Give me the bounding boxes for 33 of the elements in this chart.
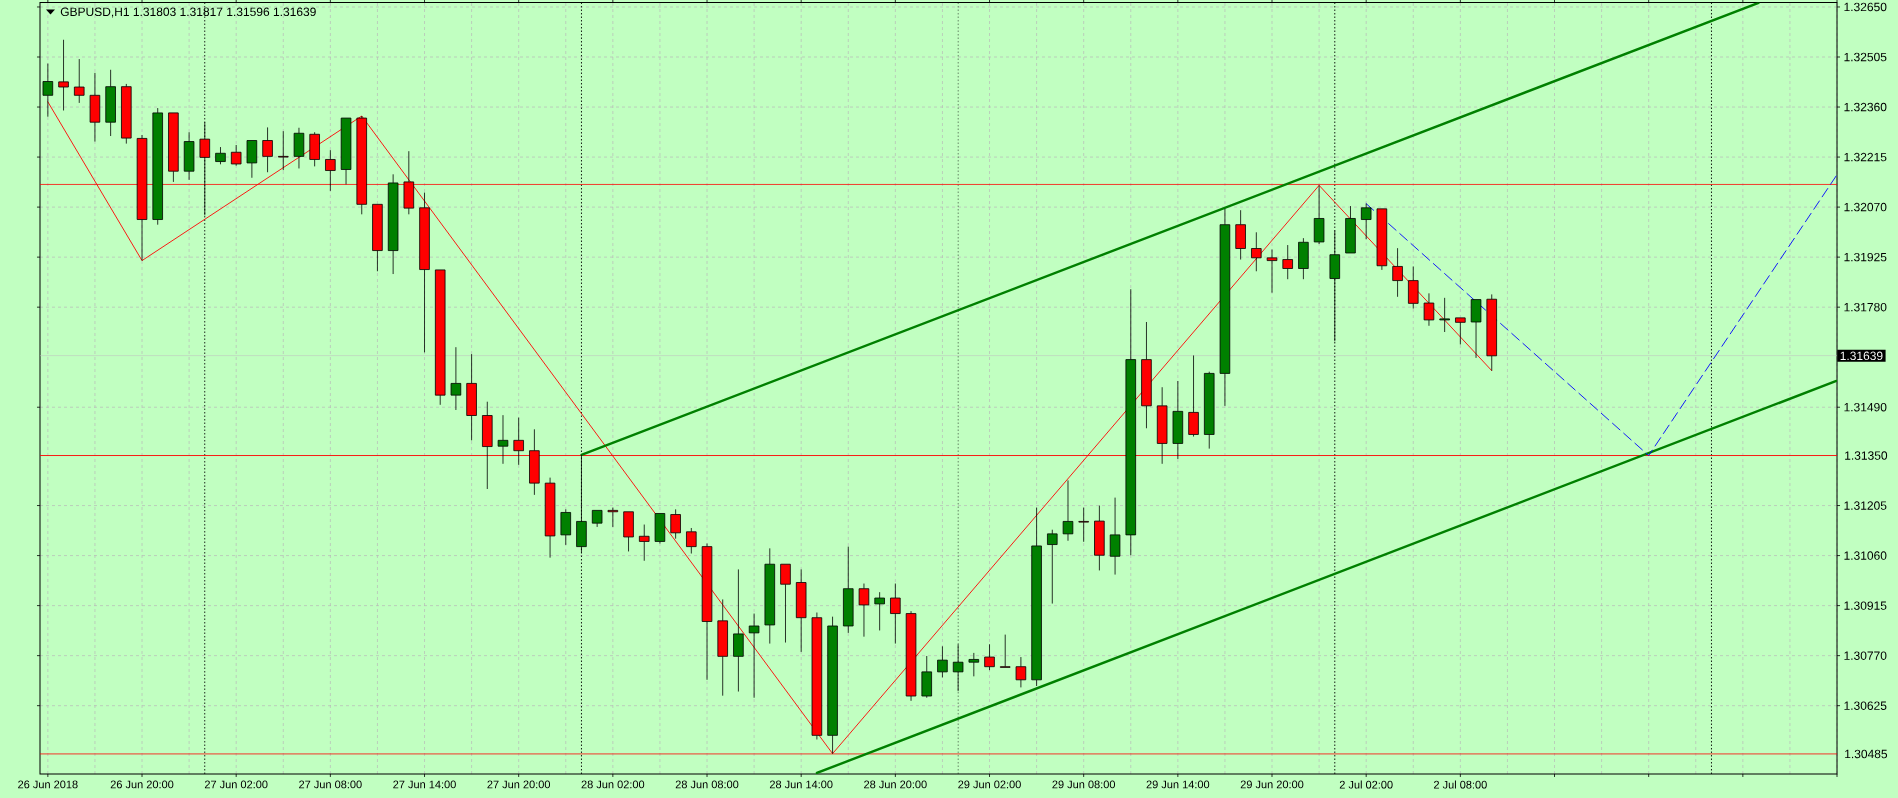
y-tick-label: 1.32650: [1844, 2, 1887, 12]
y-tick-label: 1.31060: [1844, 551, 1887, 560]
x-tick-label: 28 Jun 08:00: [675, 780, 739, 789]
ref-line-label: 1.31639: [1840, 351, 1883, 361]
x-tick-label: 27 Jun 14:00: [393, 780, 456, 789]
y-tick-label: 1.30625: [1844, 701, 1887, 710]
x-tick-label: 27 Jun 08:00: [299, 780, 362, 789]
y-tick-label: 1.31490: [1844, 402, 1887, 412]
y-tick-label: 1.30770: [1844, 651, 1887, 660]
y-tick-label: 1.31925: [1844, 252, 1887, 262]
y-tick-label: 1.32070: [1844, 202, 1887, 212]
ref-line-label: 1.30485: [1845, 749, 1888, 759]
x-tick-label: 26 Jun 20:00: [110, 780, 174, 789]
x-tick-label: 28 Jun 02:00: [581, 780, 645, 789]
x-tick-label: 28 Jun 14:00: [769, 780, 833, 789]
y-tick-label: 1.32215: [1844, 152, 1887, 162]
x-tick-label: 2 Jul 02:00: [1339, 780, 1393, 789]
y-tick-label: 1.32505: [1844, 52, 1887, 62]
y-tick-label: 1.30915: [1844, 601, 1887, 610]
chart-title: GBPUSD,H1 1.31803 1.31817 1.31596 1.31639: [60, 7, 316, 18]
x-tick-label: 26 Jun 2018: [18, 780, 78, 789]
y-tick-label: 1.31205: [1844, 501, 1887, 510]
x-tick-label: 28 Jun 20:00: [864, 780, 927, 789]
x-tick-label: 27 Jun 20:00: [487, 780, 551, 789]
x-tick-label: 29 Jun 02:00: [958, 780, 1021, 789]
y-tick-label: 1.32360: [1844, 102, 1887, 112]
x-tick-label: 27 Jun 02:00: [204, 780, 268, 789]
x-tick-label: 29 Jun 08:00: [1052, 780, 1116, 789]
x-tick-label: 2 Jul 08:00: [1433, 780, 1487, 789]
y-tick-label: 1.31780: [1844, 302, 1887, 312]
x-tick-label: 29 Jun 14:00: [1146, 780, 1210, 789]
ref-line-label: 1.31350: [1845, 451, 1888, 460]
x-tick-label: 29 Jun 20:00: [1240, 780, 1304, 789]
